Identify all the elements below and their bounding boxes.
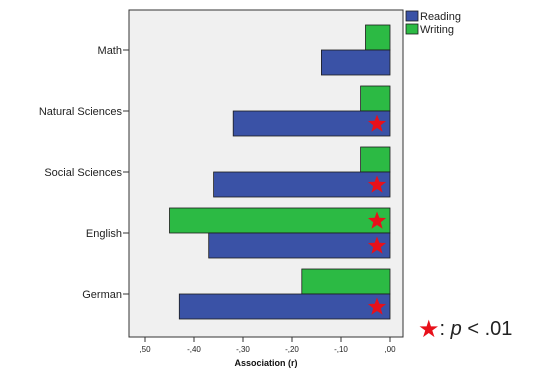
x-tick-label: -,30 [236,345,250,354]
category-label-natural-sciences: Natural Sciences [39,106,123,118]
significance-star-reading-german [367,297,387,315]
bar-writing-natural-sciences [360,85,391,112]
note-condition: < .01 [467,318,513,340]
legend-swatch-reading [405,10,419,22]
bar-reading-german [178,293,391,320]
bar-reading-natural-sciences [232,110,391,137]
x-tick-label: -,40 [187,345,201,354]
x-tick-label: -,10 [334,345,348,354]
bar-reading-math [320,49,391,76]
x-tick-label: ,00 [384,345,396,354]
bar-reading-english [208,232,391,259]
significance-star-reading-social-sciences [367,175,387,193]
note-separator: : [439,318,446,340]
x-tick-label: ,50 [139,345,151,354]
significance-star-reading-english [367,236,387,254]
bar-reading-social-sciences [213,171,391,198]
bar-writing-english [169,207,391,234]
bar-writing-math [365,24,391,51]
legend-label-reading: Reading [420,11,461,23]
significance-note: ★: p < .01 [418,315,512,344]
category-label-social-sciences: Social Sciences [44,167,122,179]
significance-star-writing-english [367,211,387,229]
star-icon: ★ [418,316,440,343]
note-p-symbol: p [450,318,462,340]
x-axis-title: Association (r) [234,358,297,368]
bar-writing-german [301,268,391,295]
category-label-math: Math [98,45,122,57]
bar-writing-social-sciences [360,146,391,173]
significance-star-reading-natural-sciences [367,114,387,132]
x-tick-label: -,20 [285,345,299,354]
legend-swatch-writing [405,23,419,35]
category-label-english: English [86,228,122,240]
legend-label-writing: Writing [420,24,454,36]
category-label-german: German [82,289,122,301]
